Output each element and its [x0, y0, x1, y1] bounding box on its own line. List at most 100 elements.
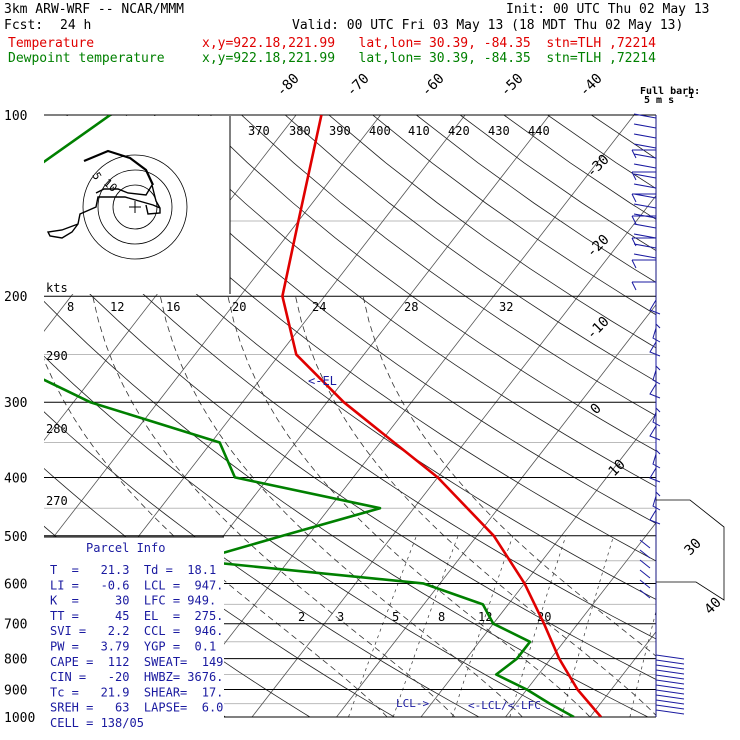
mixing-ratio-label: 20 [537, 610, 551, 624]
mixing-ratio-line [629, 610, 656, 717]
mixing-ratio-label: 16 [166, 300, 180, 314]
isotherm-label: -30 [584, 152, 613, 181]
moist-adiabat-line [295, 296, 656, 716]
parcel-info-row: CELL = 138/05 [50, 716, 144, 730]
dry-adiabat-line [44, 411, 480, 717]
lfc-marker: <-LCL/<-LFC [468, 699, 541, 712]
pressure-label: 500 [4, 530, 27, 545]
mixing-ratio-label: 32 [499, 300, 513, 314]
pressure-label: 1000 [4, 711, 35, 726]
pressure-label: 700 [4, 618, 27, 633]
forecast-label: Fcst: [4, 18, 44, 33]
temperature-profile [281, 115, 602, 717]
isotherm-line [336, 304, 656, 717]
pressure-label: 200 [4, 290, 27, 305]
el-marker: <-EL [308, 374, 337, 388]
barb-panel-outline [656, 499, 725, 601]
forecast-hours: 24 h [60, 18, 92, 33]
hodograph-units-label: kts [46, 281, 68, 295]
parcel-info-row: CIN = -20 HWBZ= 3676. [50, 670, 223, 684]
mixing-ratio-label: 20 [232, 300, 246, 314]
dry-adiabat-line [241, 115, 656, 417]
dry-adiabat-line [44, 355, 564, 717]
mixing-ratio-label: 28 [404, 300, 418, 314]
parcel-info-title: Parcel Info [86, 541, 165, 555]
dry-adiabat-line [284, 115, 656, 382]
dewpoint-location: x,y=922.18,221.99 lat,lon= 30.39, -84.35… [202, 51, 656, 66]
moist-adiabat-line [362, 296, 656, 657]
pressure-label: 800 [4, 653, 27, 668]
theta-label: 380 [289, 124, 311, 138]
pressure-label: 400 [4, 471, 27, 486]
theta-label: 280 [46, 422, 68, 436]
theta-label: 370 [248, 124, 270, 138]
parcel-info-box: Parcel Info T = 21.3 Td = 18.1LI = -0.6 L… [44, 536, 224, 730]
dry-adiabat-line [44, 139, 656, 600]
temperature-location: x,y=922.18,221.99 lat,lon= 30.39, -84.35… [202, 36, 656, 51]
moist-adiabat-line [44, 358, 388, 717]
init-time: Init: 00 UTC Thu 02 May 13 [506, 2, 710, 17]
mixing-ratio-label: 8 [438, 610, 445, 624]
mixing-ratio-label: 3 [337, 610, 344, 624]
isotherm-line [44, 115, 381, 550]
mixing-ratio-label: 24 [312, 300, 326, 314]
hodograph-ring [82, 154, 188, 260]
isotherm-label: -20 [584, 232, 613, 261]
mixing-ratio-line [561, 535, 614, 717]
parcel-info-row: CAPE = 112 SWEAT= 149 [50, 655, 223, 669]
mixing-ratio-label: 2 [298, 610, 305, 624]
hodograph-trace-upper [83, 149, 154, 186]
parcel-info-row: LI = -0.6 LCL = 947. [50, 578, 223, 592]
isotherm-label: -80 [274, 71, 303, 100]
barb-legend-units: 5 m s [644, 95, 674, 106]
barb-legend-label: Full barb: [640, 86, 700, 97]
theta-label: 290 [46, 349, 68, 363]
isotherm-label: -10 [584, 314, 613, 343]
isotherm-line [251, 195, 656, 717]
isotherm-line [167, 115, 635, 717]
parcel-info-row: SREH = 63 LAPSE= 6.0 [50, 701, 223, 715]
pressure-label: 300 [4, 396, 27, 411]
dry-adiabat-line [44, 193, 656, 640]
pressure-label: 900 [4, 683, 27, 698]
isotherm-label: 0 [588, 401, 605, 418]
mixing-ratio-label: 12 [110, 300, 124, 314]
valid-time: Valid: 00 UTC Fri 03 May 13 (18 MDT Thu … [292, 18, 684, 33]
mixing-ratio-label: 8 [67, 300, 74, 314]
isotherm-label: -60 [419, 71, 448, 100]
isotherm-label: -70 [344, 71, 373, 100]
dry-adiabat-line [503, 115, 656, 220]
isotherm-line [589, 631, 656, 717]
dry-adiabat-line [44, 246, 656, 680]
moist-adiabat-line [92, 296, 456, 717]
lcl-marker: LCL-> [396, 697, 429, 710]
dry-adiabat-line [153, 115, 656, 488]
hodograph-panel [44, 116, 230, 294]
isotherm-line [420, 413, 656, 717]
dry-adiabat-line [591, 115, 656, 160]
temperature-legend-label: Temperature [8, 36, 95, 51]
pressure-label: 100 [4, 109, 27, 124]
mixing-ratio-label: 5 [392, 610, 399, 624]
model-title: 3km ARW-WRF -- NCAR/MMM [4, 2, 185, 17]
theta-label: 410 [408, 124, 430, 138]
isotherm-label: -40 [577, 71, 606, 100]
dry-adiabat-line [44, 300, 649, 717]
moist-adiabat-line [227, 296, 591, 717]
dry-adiabat-line [110, 115, 656, 524]
pressure-label: 600 [4, 577, 27, 592]
mixing-ratio-line [392, 535, 459, 717]
isotherm-line [505, 522, 656, 717]
mixing-ratio-line [452, 535, 514, 717]
parcel-info-row: SVI = 2.2 CCL = 946. [50, 624, 223, 638]
dewpoint-legend-label: Dewpoint temperature [8, 51, 165, 66]
dry-adiabat-line [416, 115, 656, 283]
isotherm-label: -50 [498, 71, 527, 100]
mixing-ratio-line [509, 535, 567, 717]
parcel-info-background [44, 537, 224, 722]
barb-legend-units: -1 [684, 91, 694, 100]
theta-label: 430 [488, 124, 510, 138]
moist-adiabat-line [159, 296, 523, 717]
